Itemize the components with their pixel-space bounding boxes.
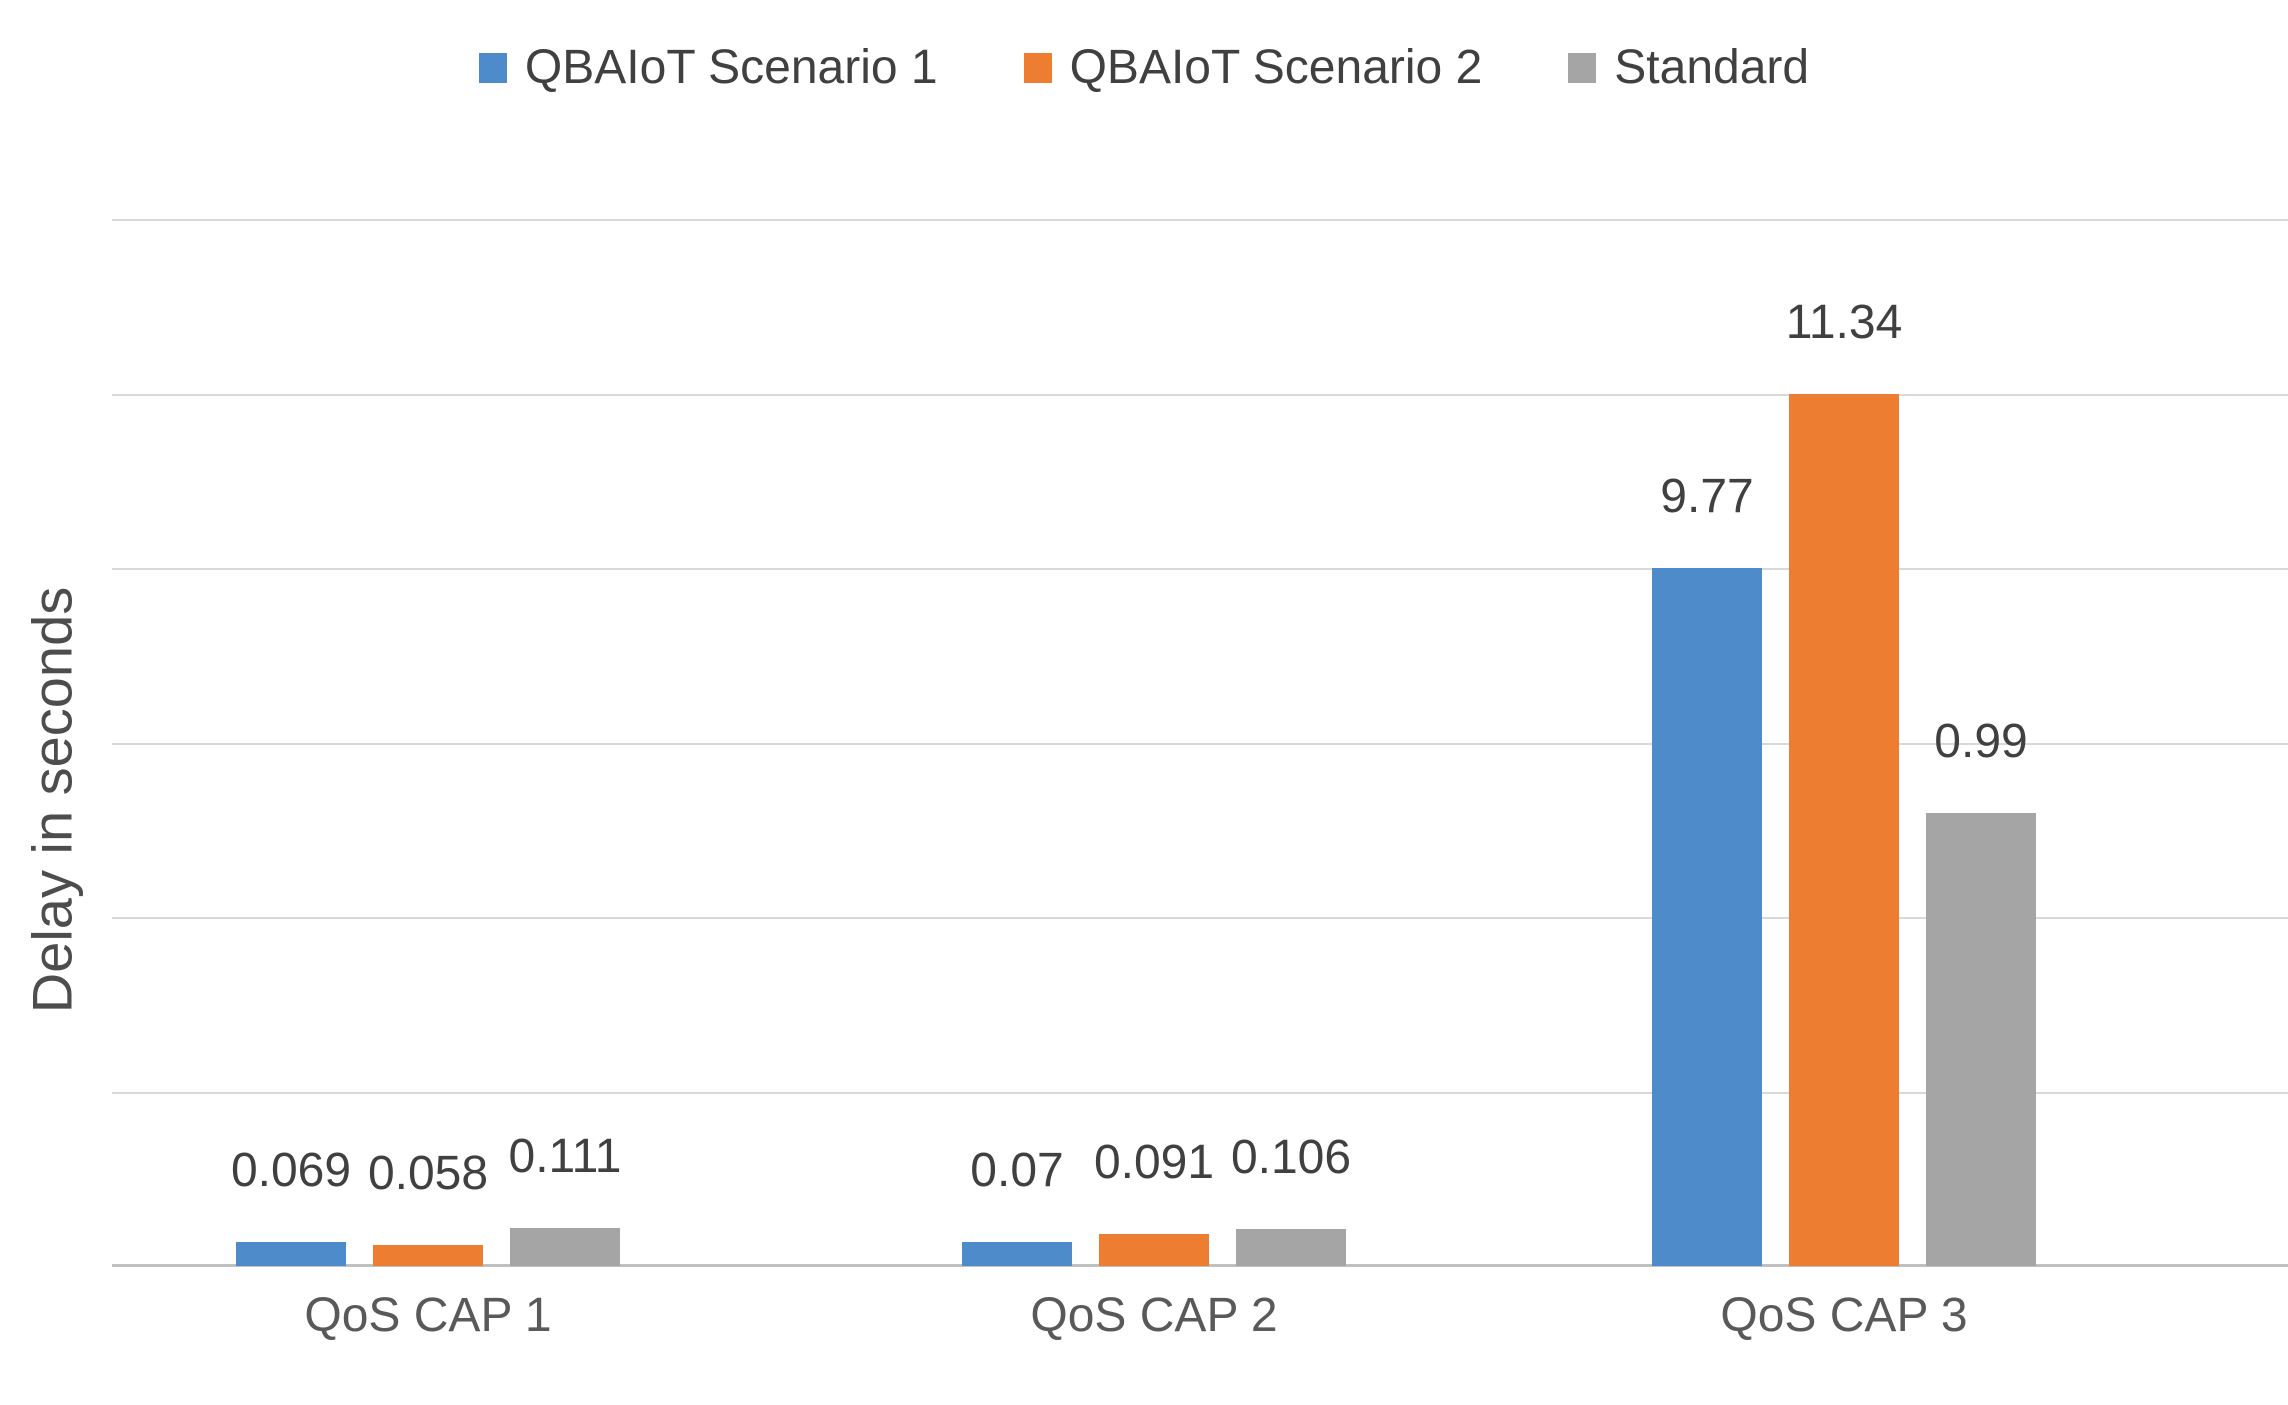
bar-slot: 0.99 xyxy=(1926,219,2036,1266)
bar-value-label: 0.07 xyxy=(970,1144,1064,1197)
legend-swatch-icon xyxy=(1023,52,1052,83)
bar-value-label: 0.111 xyxy=(508,1130,622,1183)
bar-slot: 0.111 xyxy=(509,219,622,1266)
bar-value-label: 11.34 xyxy=(1785,296,1903,349)
bar-value-label: 0.091 xyxy=(1093,1136,1215,1189)
legend-label: Standard xyxy=(1614,41,1810,94)
legend-label: QBAIoT Scenario 1 xyxy=(524,41,938,94)
bar xyxy=(962,1242,1072,1266)
bar xyxy=(1099,1234,1209,1266)
gridline xyxy=(112,917,2288,919)
gridline xyxy=(112,219,2288,221)
legend-swatch-icon xyxy=(1568,52,1597,83)
legend-label: QBAIoT Scenario 2 xyxy=(1069,41,1483,94)
gridline xyxy=(112,394,2288,396)
bar-slot: 0.106 xyxy=(1231,219,1351,1266)
plot-area: 0.069 0.058 0.111 0.07 0.091 0.106 9.77 11.34 0.… xyxy=(112,219,2288,1267)
bar-value-label: 0.069 xyxy=(230,1144,352,1197)
bar xyxy=(1926,813,2036,1266)
bar-slot: 0.091 xyxy=(1094,219,1214,1266)
category-label: QoS CAP 3 xyxy=(1720,1289,1968,1342)
bar-slot: 0.07 xyxy=(962,219,1072,1266)
legend-item: Standard xyxy=(1568,40,1809,95)
chart-legend: QBAIoT Scenario 1 QBAIoT Scenario 2 Standa… xyxy=(0,40,2288,95)
bar-group: 0.069 0.058 0.111 xyxy=(231,219,622,1266)
bar-slot: 0.069 xyxy=(231,219,351,1266)
legend-swatch-icon xyxy=(478,52,507,83)
bar-slot: 0.058 xyxy=(368,219,488,1266)
bar xyxy=(1789,394,1899,1266)
gridline xyxy=(112,568,2288,570)
y-axis-title: Delay in seconds xyxy=(20,586,84,1014)
bar xyxy=(1652,568,1762,1266)
gridline xyxy=(112,743,2288,745)
category-label: QoS CAP 2 xyxy=(1030,1289,1278,1342)
bar xyxy=(510,1228,620,1266)
bar-value-label: 0.99 xyxy=(1934,715,2028,768)
bar-slot: 9.77 xyxy=(1652,219,1762,1266)
bar-value-label: 9.77 xyxy=(1660,470,1754,523)
bar-value-label: 0.058 xyxy=(367,1147,489,1200)
bar xyxy=(1236,1229,1346,1266)
gridline xyxy=(112,1092,2288,1094)
bar xyxy=(373,1245,483,1266)
category-label: QoS CAP 1 xyxy=(304,1289,552,1342)
bar xyxy=(236,1242,346,1266)
bar-value-label: 0.106 xyxy=(1230,1131,1352,1184)
bar-group: 9.77 11.34 0.99 xyxy=(1652,219,2036,1266)
bar-group: 0.07 0.091 0.106 xyxy=(962,219,1351,1266)
legend-item: QBAIoT Scenario 1 xyxy=(478,40,938,95)
legend-item: QBAIoT Scenario 2 xyxy=(1023,40,1483,95)
bar-slot: 11.34 xyxy=(1786,219,1902,1266)
